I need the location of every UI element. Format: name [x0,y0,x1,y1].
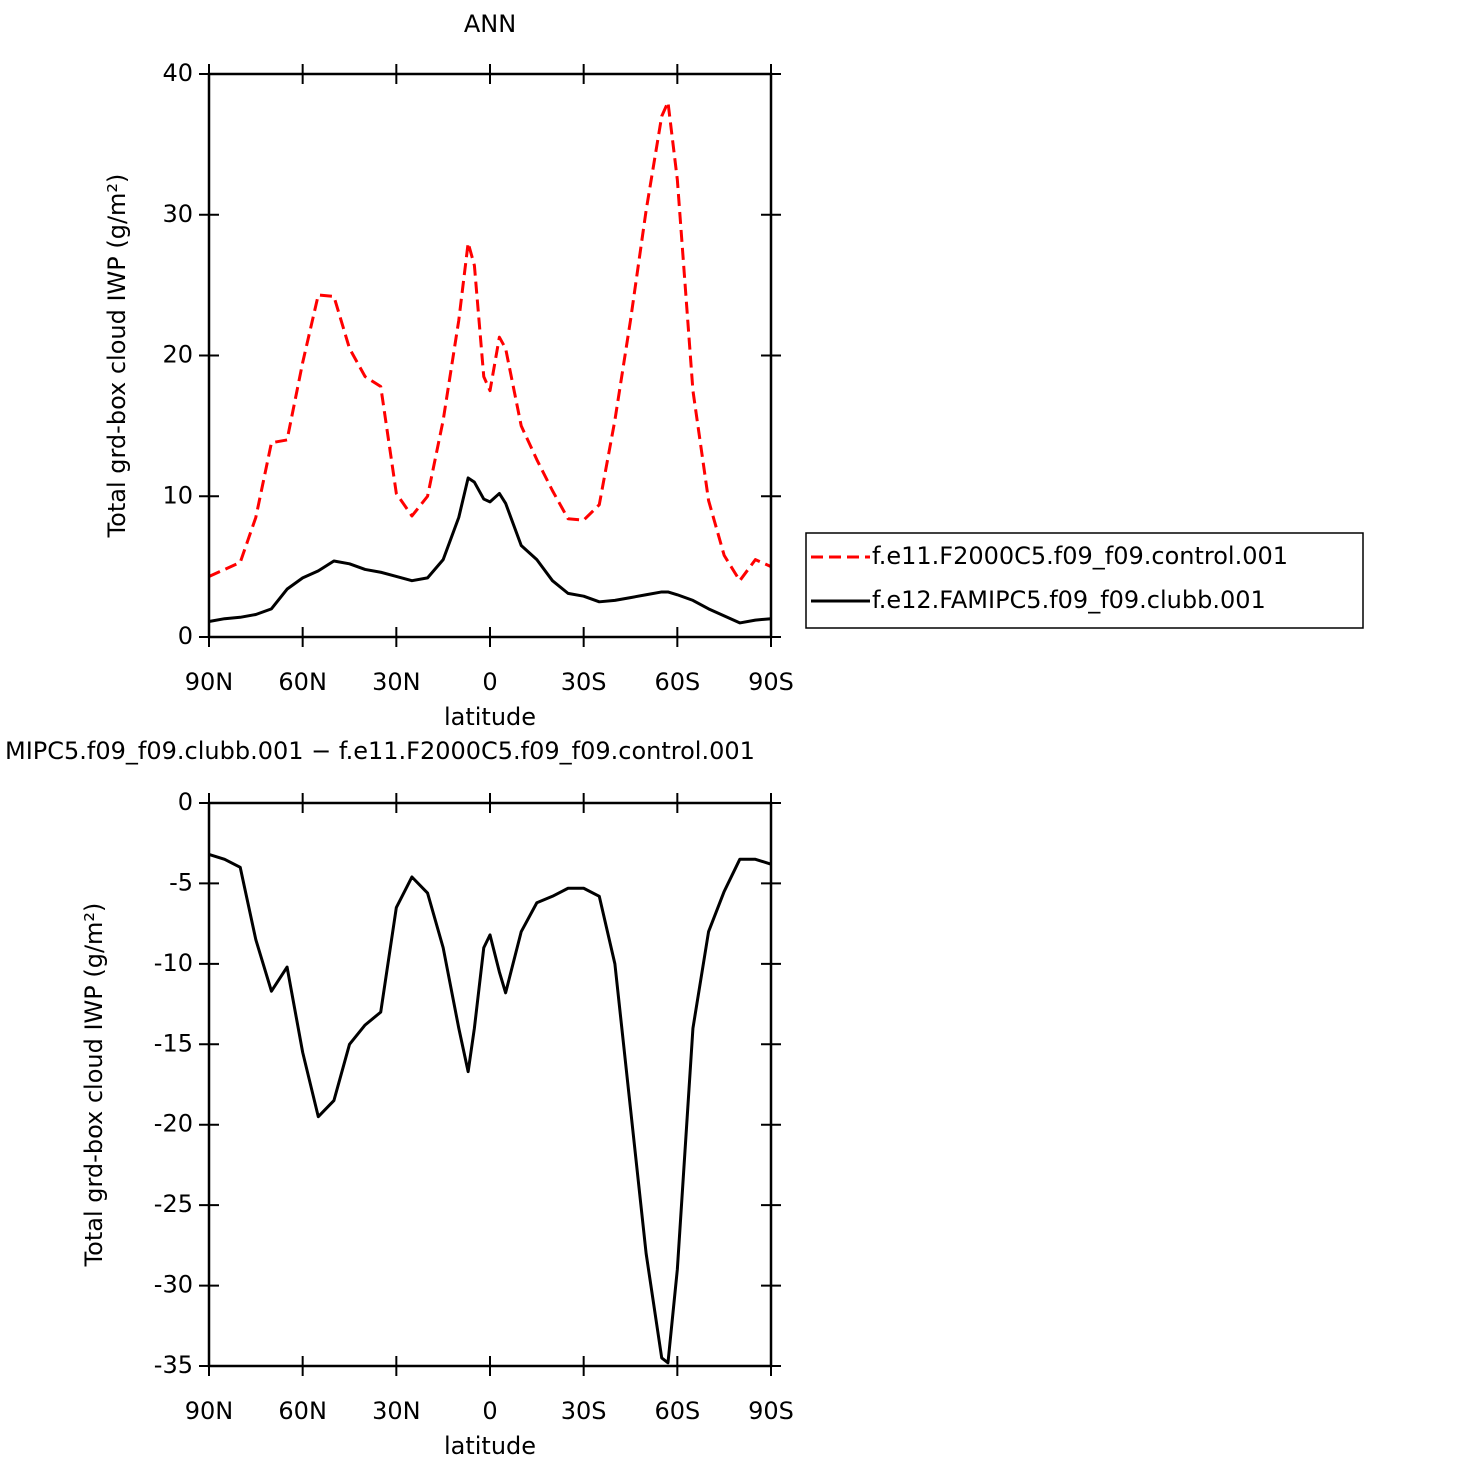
data-line [208,476,772,625]
x-axis-label: latitude [444,1432,536,1460]
y-tick-label: -25 [154,1190,193,1218]
x-tick-label: 30N [372,1397,421,1425]
x-tick-label: 0 [482,668,497,696]
y-tick-label: 0 [178,788,193,816]
x-tick-label: 90N [185,668,234,696]
x-tick-label: 60N [278,1397,327,1425]
x-axis-label: latitude [444,703,536,731]
y-axis-label: Total grd-box cloud IWP (g/m²) [103,174,131,539]
x-tick-label: 30N [372,668,421,696]
x-tick-label: 90S [748,1397,794,1425]
chart-title: MIPC5.f09_f09.clubb.001 − f.e11.F2000C5.… [5,737,755,765]
y-tick-label: 0 [178,622,193,650]
x-tick-label: 30S [561,668,607,696]
data-line [208,100,772,583]
legend-box [805,532,1364,629]
x-tick-label: 60S [654,1397,700,1425]
y-tick-label: -30 [154,1271,193,1299]
x-tick-label: 90N [185,1397,234,1425]
x-tick-label: 60S [654,668,700,696]
y-axis-label: Total grd-box cloud IWP (g/m²) [80,903,108,1268]
x-tick-label: 60N [278,668,327,696]
legend-label: f.e11.F2000C5.f09_f09.control.001 [872,542,1288,570]
y-tick-label: 40 [162,59,193,87]
chart-title: ANN [464,10,516,38]
y-tick-label: 30 [162,200,193,228]
y-tick-label: -5 [169,868,193,896]
x-tick-label: 0 [482,1397,497,1425]
x-tick-label: 90S [748,668,794,696]
y-tick-label: 20 [162,341,193,369]
y-tick-label: -15 [154,1029,193,1057]
y-tick-label: -35 [154,1351,193,1379]
y-tick-label: 10 [162,481,193,509]
plot-frame [207,72,773,639]
y-tick-label: -10 [154,949,193,977]
plot-frame [207,801,773,1368]
data-line [208,853,772,1365]
x-tick-label: 30S [561,1397,607,1425]
legend-label: f.e12.FAMIPC5.f09_f09.clubb.001 [872,586,1266,614]
y-tick-label: -20 [154,1110,193,1138]
